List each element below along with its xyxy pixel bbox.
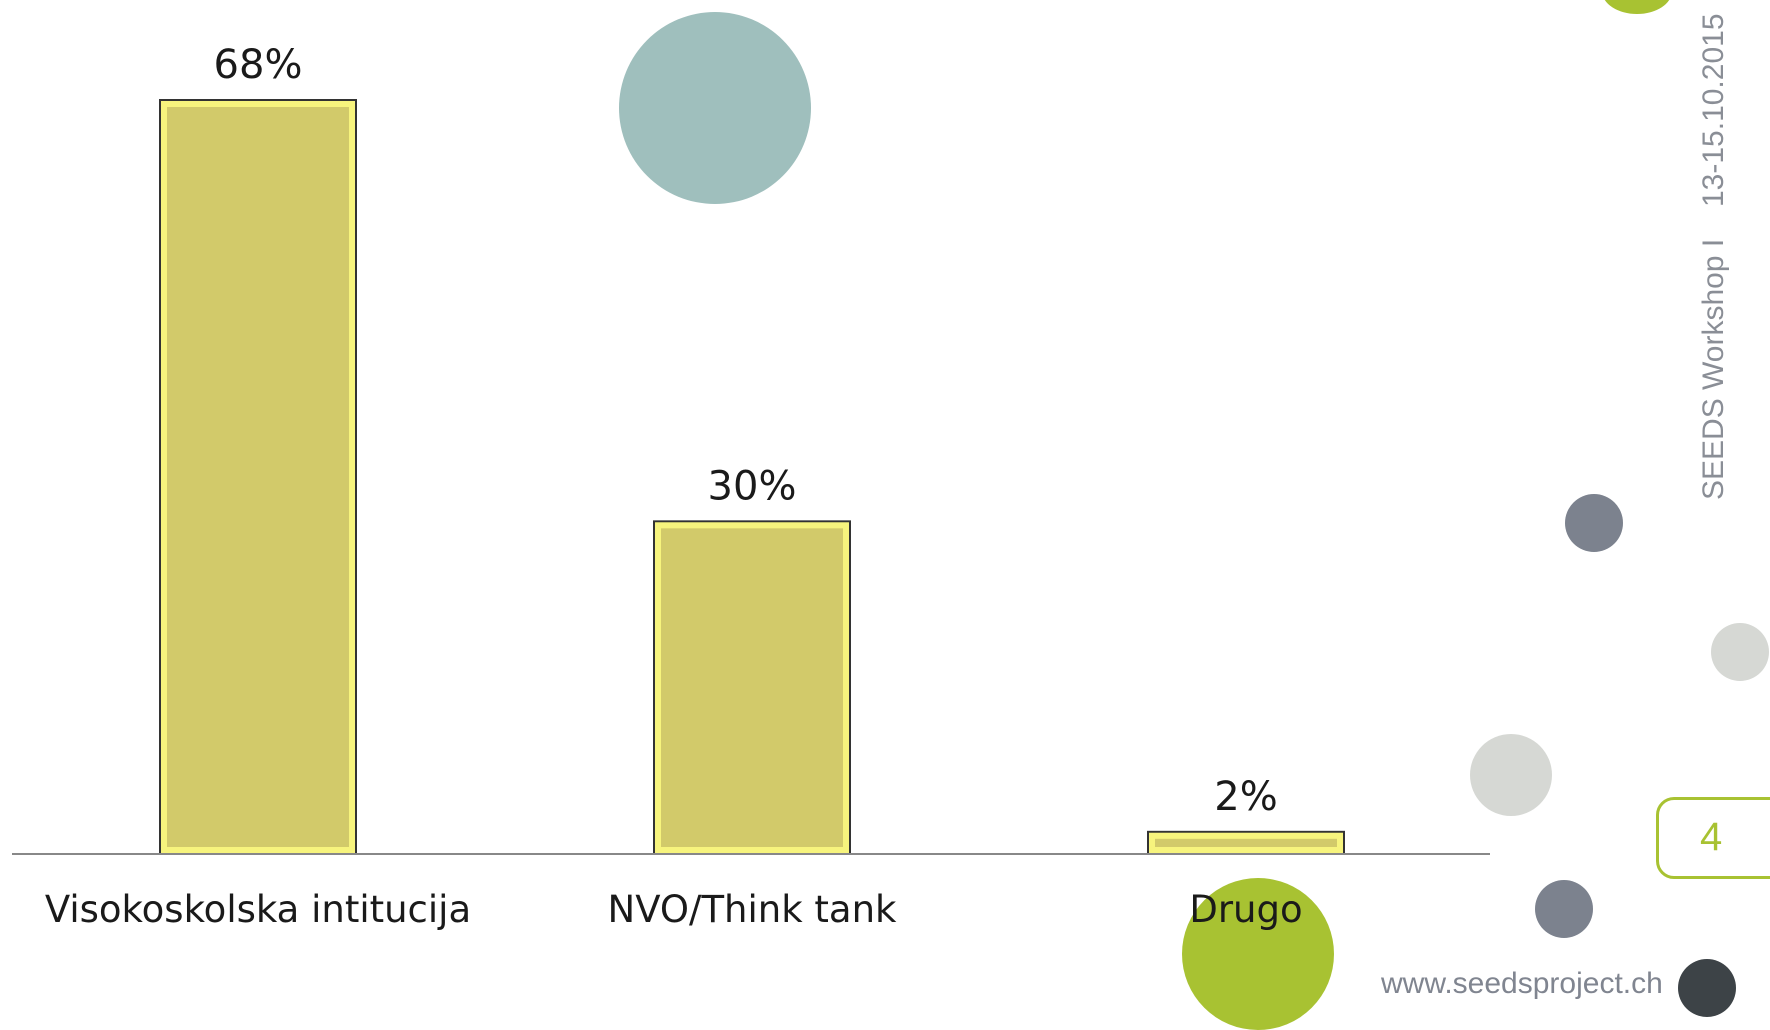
- category-label-2: NVO/Think tank: [608, 888, 898, 931]
- slate-circle-bottom-decoration: [1535, 880, 1593, 938]
- light-gray-circle-large-decoration: [1470, 734, 1552, 816]
- green-circle-bottom-decoration: [1182, 878, 1334, 1030]
- website-link[interactable]: www.seedsproject.ch: [1381, 967, 1663, 1000]
- data-label-2: 30%: [708, 463, 797, 509]
- page-number-frame: [1656, 797, 1770, 879]
- bar-2-outline: [655, 522, 849, 854]
- event-title: SEEDS Workshop I: [1697, 238, 1730, 500]
- green-circle-top-decoration: [1602, 0, 1672, 14]
- bar-1: [159, 99, 357, 855]
- slate-circle-decoration: [1565, 494, 1623, 552]
- dark-circle-decoration: [1678, 959, 1736, 1017]
- event-date: 13-15.10.2015: [1697, 13, 1730, 207]
- bar-2: [653, 520, 851, 856]
- teal-circle-decoration: [619, 12, 811, 204]
- light-gray-circle-right-decoration: [1711, 623, 1769, 681]
- bar-3-outline: [1149, 832, 1343, 854]
- page-number: 4: [1700, 815, 1723, 859]
- data-label-3: 2%: [1214, 774, 1277, 820]
- category-label-1: Visokoskolska intitucija: [45, 888, 471, 931]
- data-label-1: 68%: [214, 42, 303, 88]
- bar-1-outline: [161, 101, 355, 853]
